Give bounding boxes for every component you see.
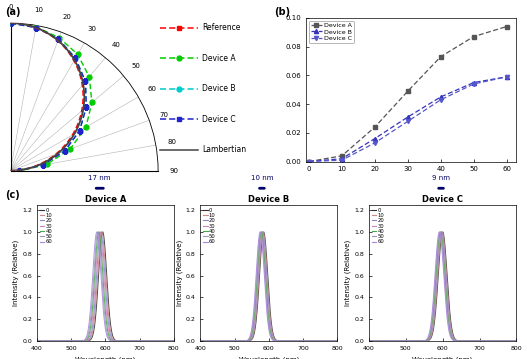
Text: Reference: Reference <box>202 23 241 32</box>
Line: Device B: Device B <box>307 75 509 164</box>
Device C <box>471 82 477 86</box>
Device A <box>405 89 411 93</box>
Device B <box>405 115 411 119</box>
Text: Device A: Device A <box>202 53 236 62</box>
Title: Device B: Device B <box>248 195 289 204</box>
Device A <box>437 55 444 59</box>
Line: Device C: Device C <box>307 75 509 164</box>
Text: (c): (c) <box>5 190 20 200</box>
Y-axis label: Intensity (Relative): Intensity (Relative) <box>176 240 183 306</box>
Text: 9 nm: 9 nm <box>432 176 450 181</box>
Text: 10 nm: 10 nm <box>251 176 273 181</box>
X-axis label: Wavelength (nm): Wavelength (nm) <box>75 356 135 359</box>
Device B <box>503 75 510 79</box>
Device A <box>471 34 477 39</box>
Device C <box>372 141 378 145</box>
Text: Device C: Device C <box>202 115 236 124</box>
Text: 17 nm: 17 nm <box>89 176 111 181</box>
Device A <box>503 24 510 29</box>
Y-axis label: Intensity (Relative): Intensity (Relative) <box>345 240 352 306</box>
X-axis label: Wavelength (nm): Wavelength (nm) <box>239 356 299 359</box>
Device A <box>306 159 312 164</box>
Device A <box>339 154 345 158</box>
Device C <box>306 159 312 164</box>
Device C <box>405 119 411 123</box>
Legend: 0, 10, 20, 30, 40, 50, 60: 0, 10, 20, 30, 40, 50, 60 <box>203 207 216 245</box>
Device B <box>372 136 378 141</box>
Legend: 0, 10, 20, 30, 40, 50, 60: 0, 10, 20, 30, 40, 50, 60 <box>372 207 385 245</box>
Device C <box>339 158 345 162</box>
X-axis label: Wavelength (nm): Wavelength (nm) <box>413 356 473 359</box>
Device C <box>437 98 444 102</box>
Device B <box>437 95 444 99</box>
Device C <box>503 75 510 79</box>
Y-axis label: Intensity (Relative): Intensity (Relative) <box>13 240 19 306</box>
Legend: Device A, Device B, Device C: Device A, Device B, Device C <box>309 21 354 43</box>
Line: Device A: Device A <box>307 24 509 164</box>
Title: Device A: Device A <box>85 195 126 204</box>
Title: Device C: Device C <box>422 195 463 204</box>
Device B <box>471 80 477 85</box>
Legend: 0, 10, 20, 30, 40, 50, 60: 0, 10, 20, 30, 40, 50, 60 <box>40 207 53 245</box>
Device B <box>339 157 345 161</box>
Text: (a): (a) <box>5 7 21 17</box>
Device B <box>306 159 312 164</box>
Text: Device B: Device B <box>202 84 236 93</box>
Device A <box>372 125 378 129</box>
Text: Lambertian: Lambertian <box>202 145 247 154</box>
Text: (b): (b) <box>274 7 290 17</box>
